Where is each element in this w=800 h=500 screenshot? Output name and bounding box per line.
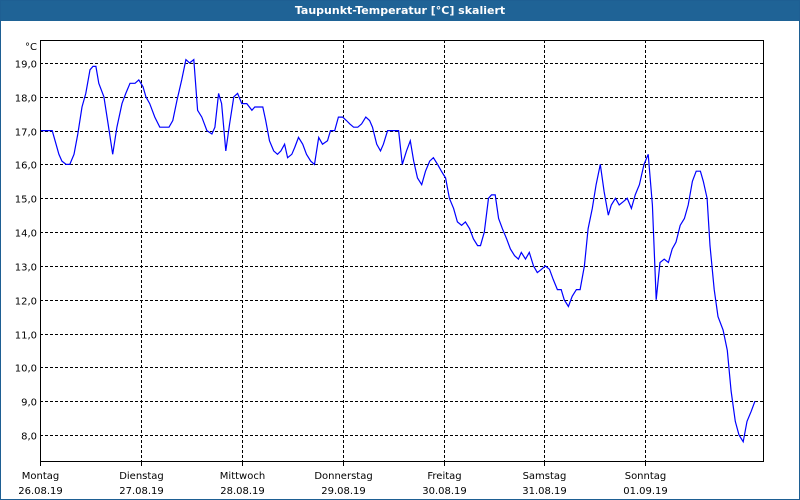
x-tick-day: Freitag [427,471,461,482]
x-tick-date: 30.08.19 [422,486,467,497]
y-tick-label: 13,0 [15,263,37,274]
x-tick-date: 28.08.19 [220,486,265,497]
y-tick-label: 11,0 [15,331,37,342]
window-title: Taupunkt-Temperatur [°C] skaliert [1,1,799,21]
y-tick-label: 9,0 [21,398,37,409]
x-tick-date: 01.09.19 [623,486,668,497]
plot-frame [40,40,764,462]
x-tick-date: 27.08.19 [119,486,164,497]
x-axis: Montag 26.08.19 Dienstag 27.08.19 Mittwoch 28… [18,461,668,497]
y-tick-label: 14,0 [15,229,37,240]
y-tick-label: 16,0 [15,161,37,172]
y-tick-label: 10,0 [15,364,37,375]
y-unit-label: °C [25,42,37,53]
x-tick-date: 29.08.19 [321,486,366,497]
y-tick-label: 17,0 [15,128,37,139]
x-tick-day: Mittwoch [220,471,265,482]
grid [40,40,763,461]
y-tick-label: 15,0 [15,195,37,206]
x-tick-day: Dienstag [119,471,164,482]
x-tick-day: Sonntag [625,471,667,482]
x-tick-date: 26.08.19 [18,486,63,497]
series-line-taupunkt [40,58,756,444]
y-tick-label: 8,0 [21,432,37,443]
y-axis: 19,0 18,0 17,0 16,0 15,0 14,0 13,0 12,0 11,0 10,0… [15,60,37,443]
y-tick-label: 19,0 [15,60,37,71]
x-tick-day: Montag [22,471,59,482]
x-tick-day: Samstag [523,471,567,482]
series-layer [40,58,756,444]
y-tick-label: 18,0 [15,94,37,105]
x-tick-day: Donnerstag [314,471,372,482]
x-tick-date: 31.08.19 [522,486,567,497]
y-tick-label: 12,0 [15,297,37,308]
